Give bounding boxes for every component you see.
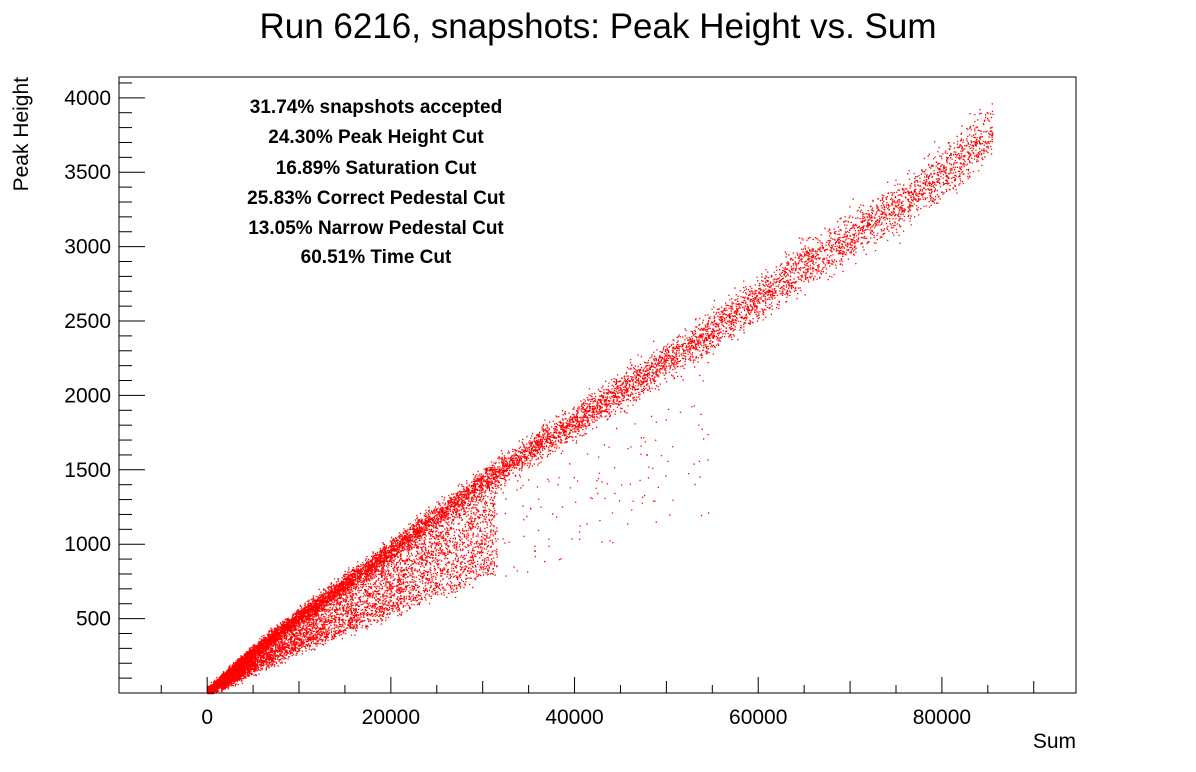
y-tick-label: 3000	[64, 236, 111, 259]
annotation-time-cut: 60.51% Time Cut	[301, 247, 452, 268]
x-axis-title: Sum	[1033, 730, 1076, 753]
annotation-peak-height-cut: 24.30% Peak Height Cut	[268, 127, 484, 148]
chart-title: Run 6216, snapshots: Peak Height vs. Sum	[259, 7, 936, 46]
scatter-points	[207, 103, 994, 695]
x-tick-label: 80000	[913, 706, 971, 729]
y-tick-label: 1500	[64, 459, 111, 482]
annotation-saturation-cut: 16.89% Saturation Cut	[276, 158, 477, 179]
scatter-point-cloud	[207, 103, 994, 695]
annotation-correct-pedestal-cut: 25.83% Correct Pedestal Cut	[247, 188, 505, 209]
x-tick-label: 40000	[545, 706, 603, 729]
y-axis: 500 1000 1500 2000 2500 3000 3500 4000	[64, 82, 145, 679]
y-tick-label: 500	[76, 608, 111, 631]
y-axis-title: Peak Height	[10, 77, 33, 192]
plot-frame	[118, 76, 1077, 694]
y-tick-label: 2000	[64, 384, 111, 407]
x-tick-label: 0	[201, 706, 213, 729]
annotation-narrow-pedestal-cut: 13.05% Narrow Pedestal Cut	[248, 218, 504, 239]
y-tick-label: 3500	[64, 161, 111, 184]
x-tick-label: 20000	[362, 706, 420, 729]
cut-annotations: 31.74% snapshots accepted 24.30% Peak He…	[247, 97, 505, 268]
annotation-accepted: 31.74% snapshots accepted	[250, 97, 502, 118]
y-tick-label: 4000	[64, 87, 111, 110]
y-tick-label: 2500	[64, 310, 111, 333]
y-tick-label: 1000	[64, 533, 111, 556]
x-axis: 0 20000 40000 60000 80000	[160, 677, 1035, 729]
x-tick-label: 60000	[729, 706, 787, 729]
